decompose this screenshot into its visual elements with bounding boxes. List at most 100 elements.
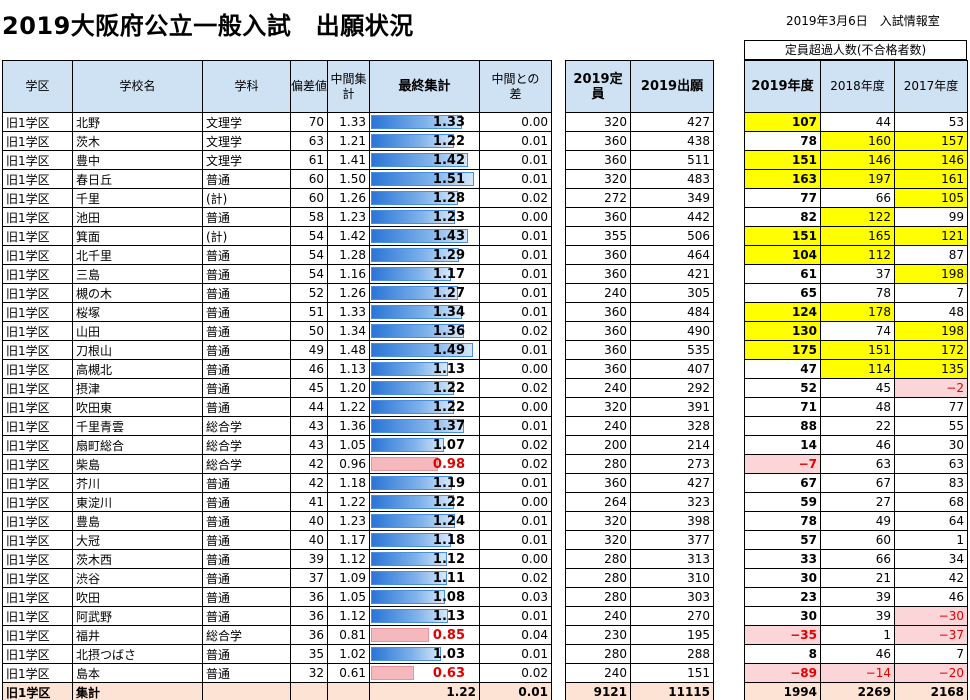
table-row: 360 421 [565, 264, 714, 284]
cell-school: 三島 [72, 264, 203, 284]
table-row: 320 483 [565, 169, 714, 189]
cell-applicants: 438 [630, 131, 714, 151]
cell-diff: 0.01 [479, 473, 552, 493]
cell-course: 普通 [202, 644, 291, 664]
table-row: 240 292 [565, 378, 714, 398]
cell-applicants: 490 [630, 321, 714, 341]
cell-y2017: 161 [894, 169, 968, 189]
cell-y2018: 151 [820, 340, 895, 360]
cell-final: 1.13 [369, 359, 480, 379]
cell-y2019: 30 [744, 606, 821, 626]
cell-y2017: 198 [894, 321, 968, 341]
total-row: 1994 2269 2168 [744, 682, 968, 700]
cell-course: 普通 [202, 587, 291, 607]
cell-y2019: 130 [744, 321, 821, 341]
table-row: 旧1学区 豊島 普通 40 1.23 1.24 0.01 [2, 511, 552, 531]
cell-diff: 0.01 [479, 340, 552, 360]
cell-y2018: 1 [820, 625, 895, 645]
cell-y2017: 99 [894, 207, 968, 227]
table-row: 14 46 30 [744, 435, 968, 455]
cell-diff: 0.01 [479, 644, 552, 664]
cell-school: 大冠 [72, 530, 203, 550]
cell-capacity: 230 [565, 625, 631, 645]
cell-diff: 0.02 [479, 378, 552, 398]
cell-y2018: 114 [820, 359, 895, 379]
table-row: 360 484 [565, 302, 714, 322]
cell-hensa: 54 [290, 226, 328, 246]
cell-school: 北野 [72, 112, 203, 132]
cell-school: 茨木 [72, 131, 203, 151]
table-row: 77 66 105 [744, 188, 968, 208]
header-applicants: 2019出願 [630, 60, 714, 113]
total-final: 1.22 [369, 682, 480, 700]
cell-capacity: 320 [565, 169, 631, 189]
final-bar [371, 457, 438, 471]
table-row: 280 313 [565, 549, 714, 569]
cell-final: 1.07 [369, 435, 480, 455]
final-value: 1.33 [432, 114, 465, 130]
cell-capacity: 320 [565, 397, 631, 417]
final-value: 1.07 [432, 437, 465, 453]
cell-course: 普通 [202, 264, 291, 284]
cell-y2019: 163 [744, 169, 821, 189]
cell-final: 1.22 [369, 492, 480, 512]
cell-course: 総合学 [202, 435, 291, 455]
final-value: 1.22 [432, 133, 465, 149]
cell-district: 旧1学区 [2, 264, 73, 284]
cell-district: 旧1学区 [2, 663, 73, 683]
cell-y2019: 14 [744, 435, 821, 455]
cell-y2018: 27 [820, 492, 895, 512]
cell-hensa: 61 [290, 150, 328, 170]
cell-y2019: −35 [744, 625, 821, 645]
cell-y2018: 197 [820, 169, 895, 189]
cell-applicants: 328 [630, 416, 714, 436]
cell-hensa: 37 [290, 568, 328, 588]
capacity-header-row: 2019定員 2019出願 [565, 60, 714, 113]
table-row: 旧1学区 豊中 文理学 61 1.41 1.42 0.01 [2, 150, 552, 170]
cell-capacity: 280 [565, 549, 631, 569]
cell-district: 旧1学区 [2, 169, 73, 189]
final-value: 1.13 [432, 361, 465, 377]
cell-y2018: 60 [820, 530, 895, 550]
cell-interim: 1.12 [327, 549, 370, 569]
cell-y2018: 78 [820, 283, 895, 303]
cell-hensa: 44 [290, 397, 328, 417]
cell-y2017: −37 [894, 625, 968, 645]
final-bar [371, 267, 451, 281]
cell-interim: 1.23 [327, 207, 370, 227]
cell-school: 池田 [72, 207, 203, 227]
cell-course: 普通 [202, 245, 291, 265]
cell-applicants: 195 [630, 625, 714, 645]
cell-applicants: 292 [630, 378, 714, 398]
final-value: 1.34 [432, 304, 465, 320]
cell-diff: 0.00 [479, 492, 552, 512]
cell-capacity: 360 [565, 359, 631, 379]
final-value: 1.03 [432, 646, 465, 662]
cell-capacity: 240 [565, 378, 631, 398]
table-row: 200 214 [565, 435, 714, 455]
cell-school: 山田 [72, 321, 203, 341]
cell-final: 1.49 [369, 340, 480, 360]
cell-y2018: 45 [820, 378, 895, 398]
cell-capacity: 320 [565, 530, 631, 550]
final-value: 1.24 [432, 513, 465, 529]
cell-y2017: −2 [894, 378, 968, 398]
table-row: 65 78 7 [744, 283, 968, 303]
cell-y2017: 55 [894, 416, 968, 436]
cell-applicants: 407 [630, 359, 714, 379]
cell-course: 普通 [202, 321, 291, 341]
cell-hensa: 52 [290, 283, 328, 303]
cell-y2019: 88 [744, 416, 821, 436]
cell-course: 普通 [202, 169, 291, 189]
cell-course: 総合学 [202, 416, 291, 436]
final-value: 1.27 [432, 285, 465, 301]
cell-final: 1.33 [369, 112, 480, 132]
final-bar [371, 628, 429, 642]
cell-diff: 0.01 [479, 131, 552, 151]
cell-final: 1.17 [369, 264, 480, 284]
cell-school: 刀根山 [72, 340, 203, 360]
cell-hensa: 42 [290, 454, 328, 474]
cell-y2019: −89 [744, 663, 821, 683]
cell-interim: 1.16 [327, 264, 370, 284]
cell-school: 渋谷 [72, 568, 203, 588]
